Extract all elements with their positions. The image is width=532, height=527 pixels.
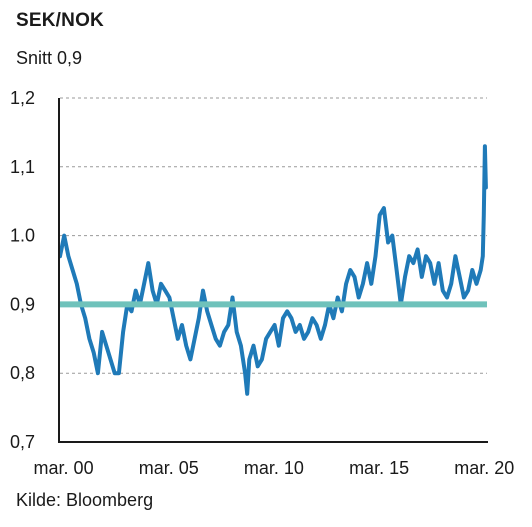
chart-title: SEK/NOK <box>16 10 104 31</box>
y-axis-labels: 0,7 0,8 0,9 1.0 1,1 1,2 <box>10 88 35 452</box>
y-tick-label: 0,9 <box>10 294 35 314</box>
x-axis-labels: mar. 00 mar. 05 mar. 10 mar. 15 mar. 20 <box>34 458 515 478</box>
chart-subtitle: Snitt 0,9 <box>16 48 83 68</box>
y-tick-label: 1,1 <box>10 157 35 177</box>
x-tick-label: mar. 05 <box>139 458 199 478</box>
y-tick-label: 0,8 <box>10 363 35 383</box>
x-tick-label: mar. 20 <box>454 458 514 478</box>
x-tick-label: mar. 15 <box>349 458 409 478</box>
series-line-sek-nok <box>58 144 488 396</box>
source-note: Kilde: Bloomberg <box>16 490 154 510</box>
series-layer <box>58 144 488 396</box>
y-tick-label: 1.0 <box>10 226 35 246</box>
y-tick-label: 0,7 <box>10 432 35 452</box>
x-tick-label: mar. 10 <box>244 458 304 478</box>
y-tick-label: 1,2 <box>10 88 35 108</box>
x-tick-label: mar. 00 <box>34 458 94 478</box>
